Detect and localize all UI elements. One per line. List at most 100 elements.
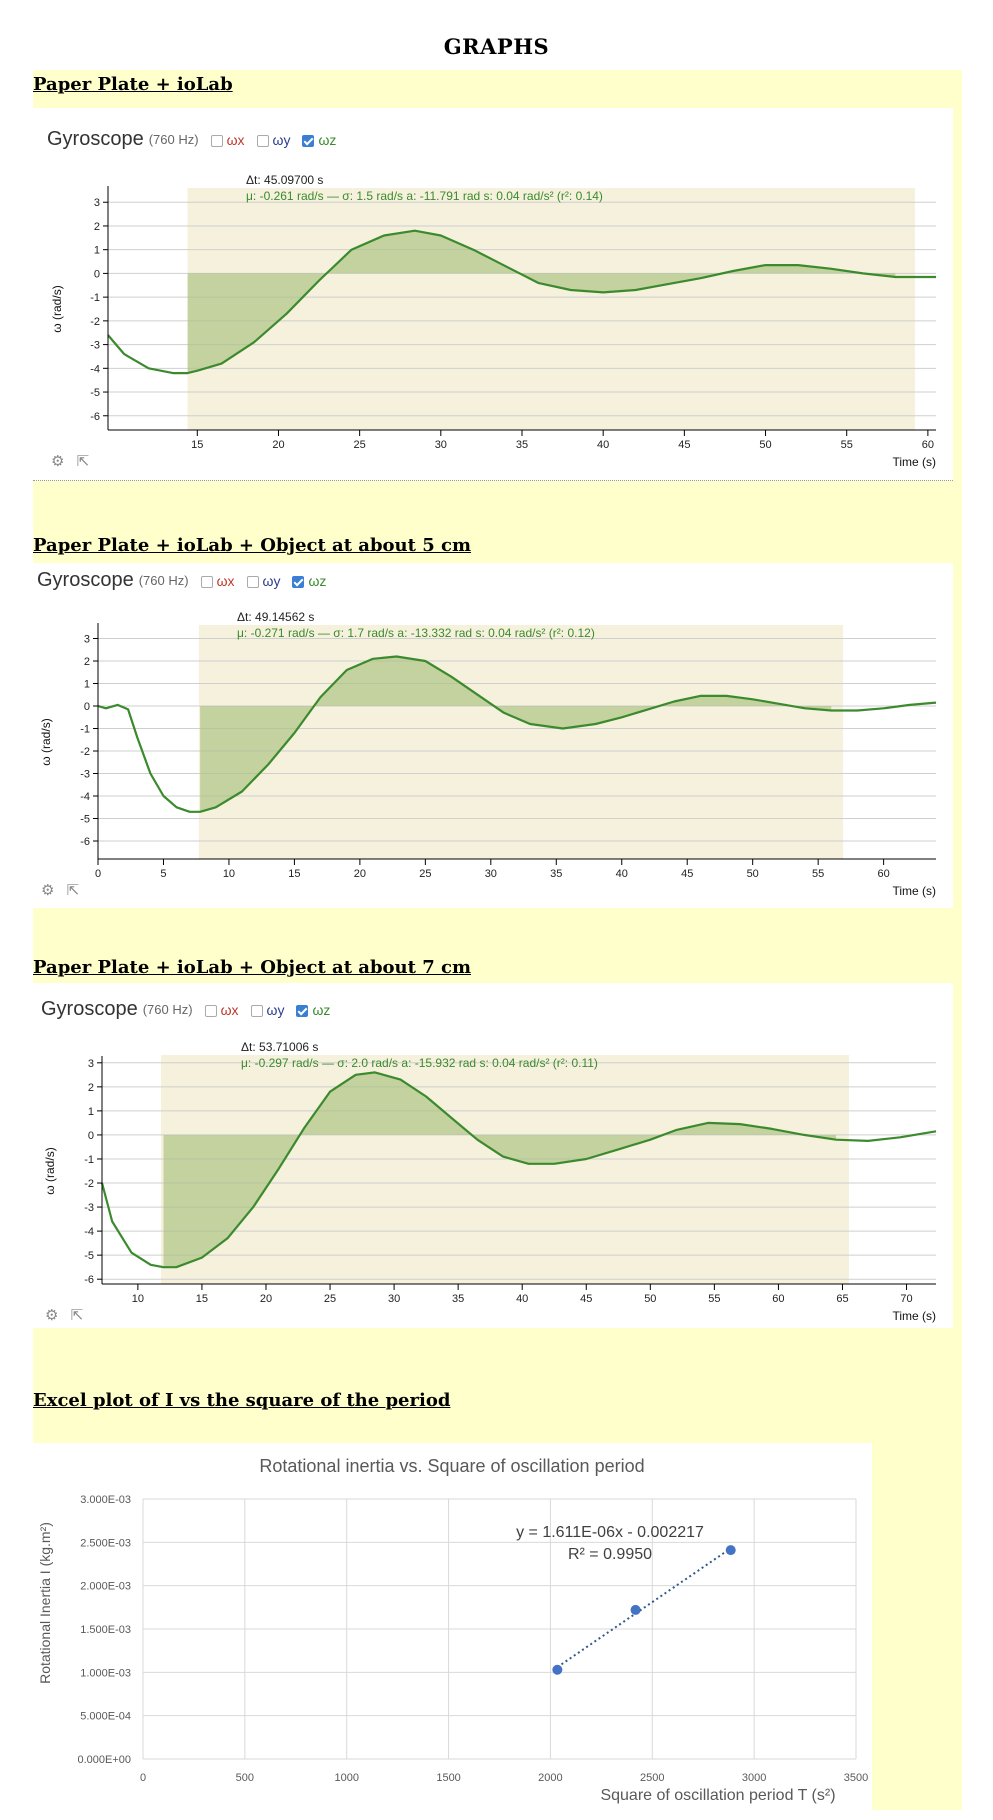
- gyro-name: Gyroscope: [41, 998, 138, 1020]
- x-tick-label: 5: [160, 868, 166, 880]
- chart-background: [33, 1443, 872, 1810]
- y-tick-label: 3: [88, 1058, 94, 1070]
- wz-checkbox[interactable]: [302, 134, 315, 147]
- x-tick-label: 40: [616, 868, 628, 880]
- series-line-wz: [97, 655, 937, 813]
- y-tick-label: -6: [80, 836, 90, 848]
- x-tick-label: 2500: [640, 1772, 664, 1784]
- data-point: [725, 1545, 736, 1556]
- x-tick-label: 35: [516, 439, 528, 451]
- y-tick-label: -3: [80, 769, 90, 781]
- wx-label: ωx: [226, 131, 245, 148]
- gyro-header: Gyroscope (760 Hz) ωx ωy ωz: [37, 569, 326, 592]
- y-tick-label: 1: [88, 1106, 94, 1118]
- y-tick-label: -1: [80, 724, 90, 736]
- selection-band: [198, 625, 844, 859]
- integral-area: [200, 656, 832, 812]
- external-link-icon[interactable]: ⇱: [66, 882, 80, 899]
- wy-checkbox[interactable]: [246, 575, 259, 588]
- x-tick-label: 15: [191, 439, 203, 451]
- y-tick-label: -5: [90, 387, 100, 399]
- dt-label: Δt: 45.09700 s: [246, 173, 323, 187]
- x-tick-label: 40: [597, 439, 609, 451]
- x-tick-label: 0: [95, 868, 101, 880]
- section-heading-5cm: Paper Plate + ioLab + Object at about 5 …: [33, 535, 472, 556]
- excel-chart-panel: Rotational inertia vs. Square of oscilla…: [33, 1443, 872, 1810]
- y-tick-label: -3: [84, 1202, 94, 1214]
- x-tick-label: 10: [132, 1293, 144, 1305]
- external-link-icon[interactable]: ⇱: [70, 1307, 84, 1324]
- gyro-name: Gyroscope: [37, 569, 134, 591]
- x-tick-label: 55: [708, 1293, 720, 1305]
- y-tick-label: -4: [84, 1226, 94, 1238]
- x-tick-label: 50: [747, 868, 759, 880]
- y-tick-label: 1.000E-03: [80, 1667, 131, 1679]
- wz-checkbox[interactable]: [296, 1004, 309, 1017]
- gyro-chart: 3 2 1 0 -1 -2 -3 -4 -5 -6 15 20 25 30 35 40 45 50 55 60 Time…: [50, 173, 936, 469]
- x-tick-label: 15: [288, 868, 300, 880]
- gyro-tools: ⚙ ⇱: [41, 881, 79, 899]
- stats-label: μ: -0.271 rad/s — σ: 1.7 rad/s a: -13.33…: [237, 626, 595, 640]
- y-tick-label: -2: [84, 1178, 94, 1190]
- x-tick-label: 55: [841, 439, 853, 451]
- gyro-tools: ⚙ ⇱: [51, 452, 89, 470]
- x-tick-label: 1000: [334, 1772, 358, 1784]
- gear-icon[interactable]: ⚙: [51, 453, 65, 470]
- wx-checkbox[interactable]: [200, 575, 213, 588]
- trendline-equation: y = 1.611E-06x - 0.002217: [516, 1524, 704, 1541]
- y-tick-label: -2: [80, 746, 90, 758]
- x-tick-label: 3500: [844, 1772, 868, 1784]
- wx-checkbox[interactable]: [210, 134, 223, 147]
- wy-label: ωy: [272, 131, 291, 148]
- x-tick-label: 500: [236, 1772, 254, 1784]
- section-heading-7cm: Paper Plate + ioLab + Object at about 7 …: [33, 957, 472, 978]
- wz-label: ωz: [312, 1001, 331, 1018]
- x-tick-label: 20: [272, 439, 284, 451]
- highlight-band-edge: [895, 1455, 962, 1810]
- data-point: [630, 1604, 641, 1615]
- x-tick-label: 0: [140, 1772, 146, 1784]
- wy-label: ωy: [266, 1001, 285, 1018]
- x-tick-label: 25: [354, 439, 366, 451]
- y-tick-label: -4: [90, 363, 100, 375]
- series-line-wz: [107, 229, 936, 375]
- wz-checkbox[interactable]: [292, 575, 305, 588]
- x-tick-label: 2000: [538, 1772, 562, 1784]
- series-line-wz: [100, 1071, 937, 1269]
- x-tick-label: 60: [922, 439, 934, 451]
- y-tick-label: 1.500E-03: [80, 1624, 131, 1636]
- integral-area: [187, 230, 896, 374]
- x-tick-label: 20: [354, 868, 366, 880]
- wz-label: ωz: [308, 572, 327, 589]
- wx-checkbox[interactable]: [204, 1004, 217, 1017]
- integral-area: [163, 1072, 837, 1268]
- chart-title: Rotational inertia vs. Square of oscilla…: [259, 1456, 644, 1476]
- x-tick-label: 30: [435, 439, 447, 451]
- x-tick-label: 70: [900, 1293, 912, 1305]
- x-tick-label: 15: [196, 1293, 208, 1305]
- y-tick-label: 5.000E-04: [80, 1711, 131, 1723]
- wy-checkbox[interactable]: [250, 1004, 263, 1017]
- gear-icon[interactable]: ⚙: [45, 1307, 59, 1324]
- y-tick-label: 1: [84, 679, 90, 691]
- gyro-tools: ⚙ ⇱: [45, 1306, 83, 1324]
- stats-label: μ: -0.261 rad/s — σ: 1.5 rad/s a: -11.79…: [246, 189, 603, 203]
- gyro-panel: Gyroscope (760 Hz) ωx ωy ωz 3 2 1 0 -1 -2 -3 -4…: [33, 563, 953, 908]
- trendline: [556, 1547, 732, 1668]
- y-tick-label: -1: [90, 292, 100, 304]
- x-tick-label: 60: [772, 1293, 784, 1305]
- y-tick-label: -3: [90, 340, 100, 352]
- x-axis-label: Time (s): [892, 455, 936, 469]
- x-tick-label: 30: [388, 1293, 400, 1305]
- external-link-icon[interactable]: ⇱: [76, 453, 90, 470]
- wy-label: ωy: [262, 572, 281, 589]
- y-tick-label: 0: [94, 268, 100, 280]
- wy-checkbox[interactable]: [256, 134, 269, 147]
- gear-icon[interactable]: ⚙: [41, 882, 55, 899]
- x-tick-label: 45: [681, 868, 693, 880]
- x-tick-label: 45: [678, 439, 690, 451]
- dt-label: Δt: 49.14562 s: [237, 610, 314, 624]
- x-tick-label: 35: [550, 868, 562, 880]
